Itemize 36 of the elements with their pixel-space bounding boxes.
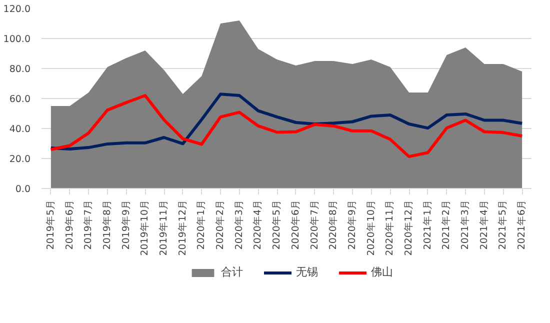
x-tick-label: 2019年5月 (44, 199, 56, 250)
x-tick-label: 2020年10月 (364, 200, 377, 256)
legend-label: 合计 (221, 264, 243, 280)
y-tick-label: 20.0 (9, 154, 31, 165)
y-tick-label: 120.0 (3, 4, 31, 15)
x-tick-label: 2019年9月 (120, 199, 132, 250)
x-tick-label: 2019年10月 (138, 200, 151, 256)
legend-label: 佛山 (371, 264, 393, 280)
x-tick-label: 2019年7月 (82, 199, 94, 250)
x-tick-label: 2021年1月 (421, 199, 434, 250)
x-tick-label: 2020年4月 (252, 199, 264, 250)
x-tick-label: 2019年11月 (158, 200, 170, 256)
x-tick-label: 2020年3月 (232, 199, 245, 250)
x-tick-label: 2021年6月 (516, 199, 528, 250)
x-tick-label: 2020年8月 (327, 199, 340, 250)
x-tick-label: 2020年11月 (384, 200, 396, 256)
x-tick-label: 2019年8月 (100, 199, 113, 250)
y-tick-label: 0.0 (15, 184, 30, 195)
y-tick-label: 100.0 (3, 34, 31, 45)
x-tick-label: 2021年3月 (459, 199, 472, 250)
x-tick-label: 2020年9月 (346, 199, 358, 250)
x-tick-label: 2020年6月 (289, 199, 302, 250)
legend-label: 无锡 (296, 264, 318, 280)
x-tick-label: 2020年7月 (308, 199, 320, 250)
y-tick-label: 40.0 (9, 124, 31, 135)
x-tick-label: 2021年4月 (478, 199, 490, 250)
x-tick-label: 2021年2月 (440, 199, 452, 250)
x-tick-label: 2020年1月 (195, 199, 208, 250)
x-tick-label: 2019年12月 (176, 200, 188, 256)
x-tick-label: 2021年5月 (496, 199, 509, 250)
x-tick-label: 2019年6月 (63, 199, 76, 250)
x-tick-label: 2020年2月 (214, 199, 226, 250)
x-tick-label: 2020年5月 (270, 199, 283, 250)
y-tick-label: 60.0 (9, 94, 31, 105)
x-tick-label: 2020年12月 (402, 200, 414, 256)
y-tick-label: 80.0 (9, 64, 31, 75)
